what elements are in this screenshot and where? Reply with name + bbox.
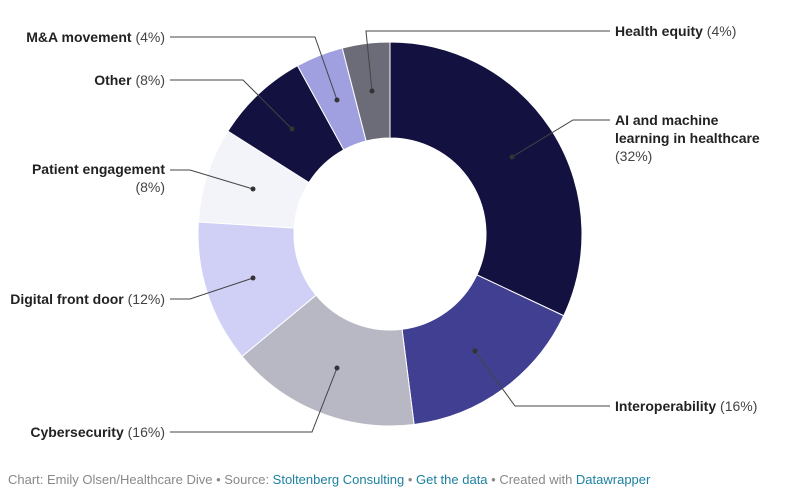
leader-line	[170, 79, 293, 130]
leader-line	[170, 169, 254, 190]
label-patient-engagement: Patient engagement (8%)	[31, 161, 165, 195]
separator: •	[404, 472, 416, 487]
slice-health-equity	[341, 41, 391, 142]
source-link[interactable]: Stoltenberg Consulting	[272, 472, 405, 487]
label-other: Other (8%)	[94, 72, 165, 88]
leader-dot	[472, 348, 478, 354]
datawrapper-link[interactable]: Datawrapper	[575, 472, 651, 487]
leader-line	[511, 119, 610, 158]
leader-line	[170, 36, 338, 101]
slice-cybersecurity	[241, 294, 415, 427]
slice-ai-and-machine-learning-in-healthcare	[389, 41, 583, 317]
source-label: Source:	[224, 472, 273, 487]
separator: •	[212, 472, 225, 487]
leader-line	[474, 350, 610, 407]
get-data-link[interactable]: Get the data	[415, 472, 488, 487]
label-ma-movement: M&A movement (4%)	[26, 29, 165, 45]
created-with-label: Created with	[499, 472, 576, 487]
leader-dot	[250, 275, 256, 281]
leader-dot	[334, 97, 340, 103]
leader-line	[170, 367, 338, 433]
slice-interoperability	[401, 274, 565, 426]
leader-dot	[289, 126, 295, 132]
label-ai: AI and machine learning in healthcare (32%…	[615, 112, 760, 164]
footer: Chart: Emily Olsen/Healthcare Dive • Sou…	[8, 472, 650, 487]
donut-chart	[170, 30, 610, 433]
leader-line	[170, 277, 254, 300]
label-cybersecurity: Cybersecurity (16%)	[30, 424, 165, 440]
leader-line	[365, 30, 610, 92]
label-health-equity: Health equity (4%)	[615, 23, 737, 39]
label-digital-front-door: Digital front door (12%)	[10, 291, 165, 307]
leader-dot	[250, 186, 256, 192]
leader-dot	[509, 154, 515, 160]
leader-dot	[369, 88, 375, 94]
separator: •	[487, 472, 500, 487]
chart-credit: Chart: Emily Olsen/Healthcare Dive	[8, 472, 213, 487]
label-interoperability: Interoperability (16%)	[615, 398, 758, 414]
leader-dot	[334, 365, 340, 371]
